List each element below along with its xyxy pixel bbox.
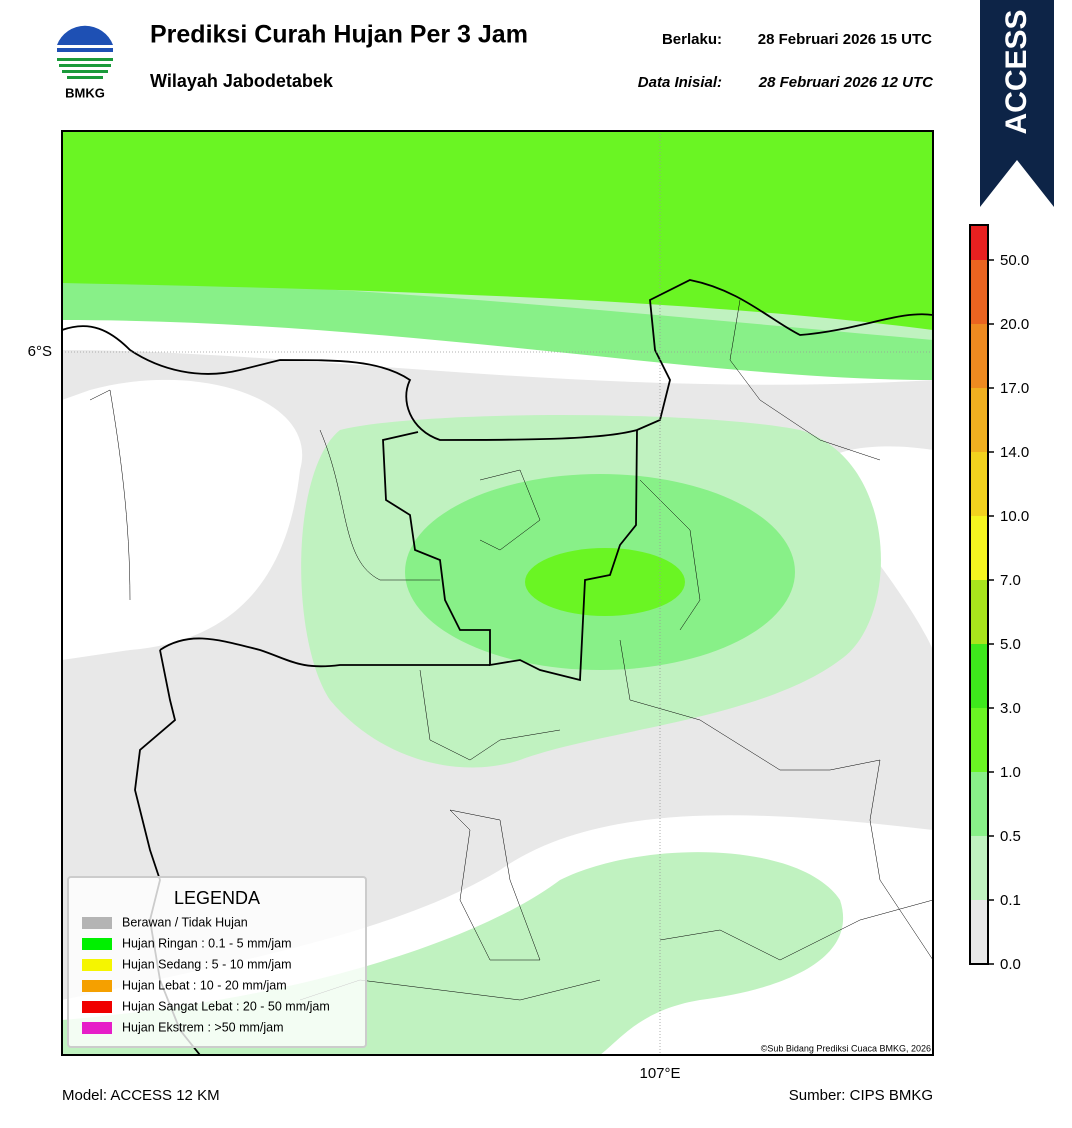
model-badge: ACCESS (1000, 9, 1033, 134)
colorbar-segment (970, 580, 988, 644)
colorbar-segment (970, 772, 988, 836)
legend-label: Hujan Lebat : 10 - 20 mm/jam (122, 978, 287, 992)
colorbar: 0.0 0.1 0.5 1.0 3.0 5.0 7.0 10.0 14.0 17.0 20.0 50.… (969, 224, 1029, 973)
colorbar-segment (970, 708, 988, 772)
legend-label: Hujan Sedang : 5 - 10 mm/jam (122, 957, 292, 971)
model-badge-bg (980, 0, 1054, 207)
colorbar-segment (970, 900, 988, 964)
legend: Berawan / Tidak Hujan Hujan Ringan : 0.1 … (82, 915, 330, 1034)
colorbar-tick-label: 5.0 (1000, 636, 1021, 653)
colorbar-segment (970, 324, 988, 388)
colorbar-segment (970, 516, 988, 580)
init-time: 28 Februari 2026 12 UTC (758, 74, 934, 91)
logo-text: BMKG (65, 85, 105, 100)
subtitle: Wilayah Jabodetabek (150, 71, 334, 91)
title: Prediksi Curah Hujan Per 3 Jam (150, 21, 528, 49)
colorbar-tick-label: 14.0 (1000, 444, 1029, 461)
lon-label: 107°E (639, 1065, 680, 1082)
colorbar-tick-label: 0.5 (1000, 828, 1021, 845)
logo (55, 25, 115, 85)
colorbar-tick-label: 0.0 (1000, 956, 1021, 973)
colorbar-segment (970, 388, 988, 452)
lat-label: 6°S (28, 343, 52, 360)
legend-title: LEGENDA (174, 888, 260, 908)
legend-swatch (82, 959, 112, 971)
legend-swatch (82, 938, 112, 950)
valid-label: Berlaku: (662, 31, 722, 48)
legend-swatch (82, 980, 112, 992)
legend-label: Hujan Ekstrem : >50 mm/jam (122, 1020, 284, 1034)
footer-source: Sumber: CIPS BMKG (789, 1087, 933, 1104)
colorbar-segment (970, 452, 988, 516)
legend-label: Berawan / Tidak Hujan (122, 915, 248, 929)
colorbar-tick-label: 7.0 (1000, 572, 1021, 589)
legend-swatch (82, 917, 112, 929)
colorbar-segment (970, 836, 988, 900)
valid-time: 28 Februari 2026 15 UTC (758, 31, 932, 48)
colorbar-frame (969, 224, 989, 965)
legend-label: Hujan Sangat Lebat : 20 - 50 mm/jam (122, 999, 330, 1013)
colorbar-tick-label: 0.1 (1000, 892, 1021, 909)
map (62, 131, 933, 1055)
colorbar-tick-label: 1.0 (1000, 764, 1021, 781)
footer-model: Model: ACCESS 12 KM (62, 1087, 220, 1104)
colorbar-tick-label: 10.0 (1000, 508, 1029, 525)
legend-swatch (82, 1001, 112, 1013)
colorbar-segment (970, 644, 988, 708)
colorbar-segment (970, 260, 988, 324)
colorbar-segment (970, 225, 988, 260)
legend-swatch (82, 1022, 112, 1034)
legend-label: Hujan Ringan : 0.1 - 5 mm/jam (122, 936, 292, 950)
map-frame (61, 130, 934, 1056)
colorbar-tick-label: 17.0 (1000, 380, 1029, 397)
init-label: Data Inisial: (638, 74, 722, 91)
colorbar-tick-label: 20.0 (1000, 316, 1029, 333)
colorbar-tick-label: 50.0 (1000, 252, 1029, 269)
credit: ©Sub Bidang Prediksi Cuaca BMKG, 2026 (761, 1043, 931, 1053)
colorbar-tick-label: 3.0 (1000, 700, 1021, 717)
